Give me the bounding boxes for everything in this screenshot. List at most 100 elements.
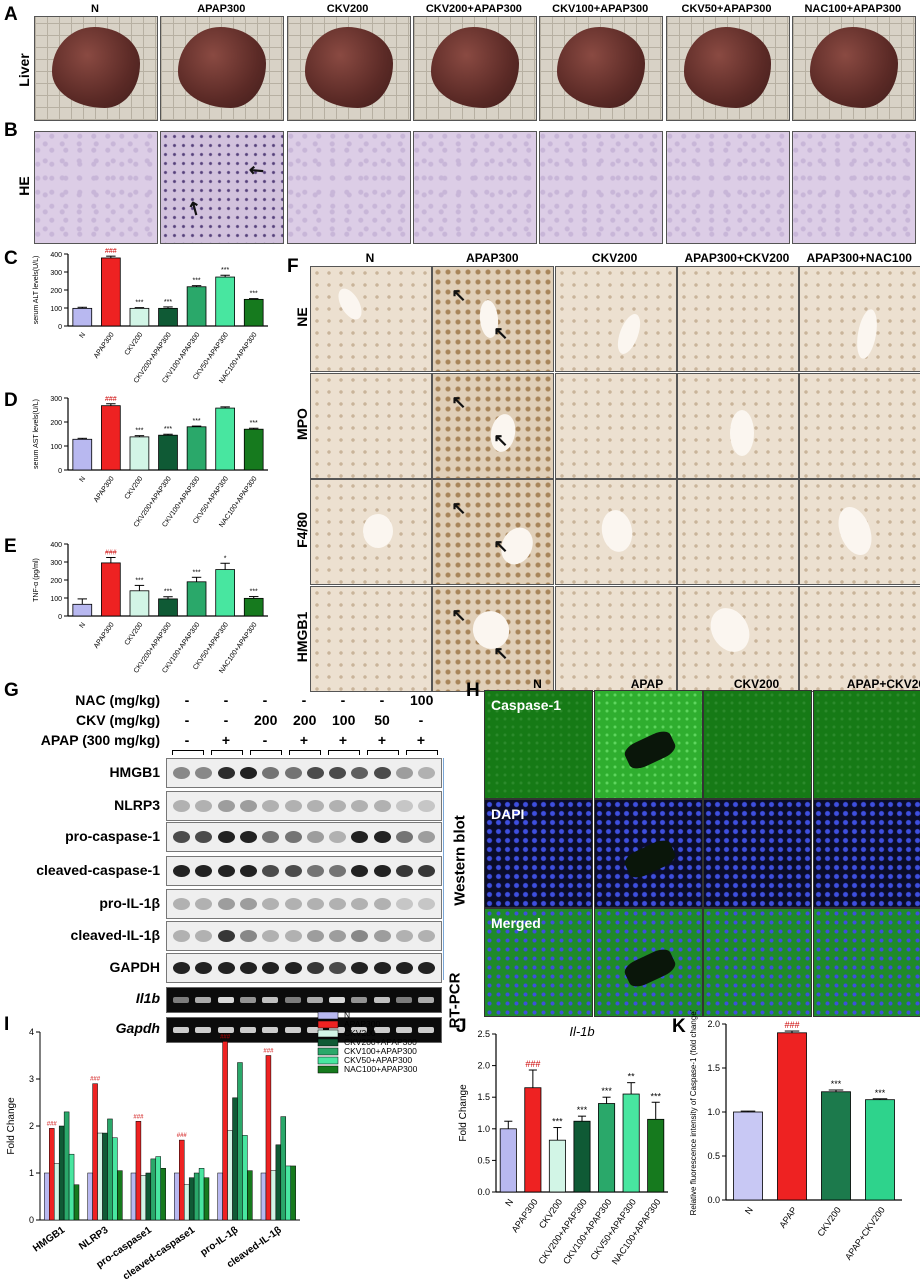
vessel-lumen bbox=[598, 507, 636, 555]
treatment-label: APAP (300 mg/kg) bbox=[40, 732, 160, 748]
protein-band bbox=[239, 898, 257, 910]
protein-band bbox=[173, 962, 190, 974]
bar-n bbox=[499, 1128, 517, 1193]
western-blot-label: Western blot bbox=[451, 815, 469, 906]
treatment-value: 50 bbox=[374, 712, 390, 728]
significance-marker: ### bbox=[133, 1114, 144, 1120]
legend-label: CKV50+APAP300 bbox=[344, 1055, 412, 1065]
x-tick-label: CKV200 bbox=[815, 1205, 842, 1238]
bar-ckv100-apap300 bbox=[598, 1103, 616, 1193]
lane-bracket bbox=[172, 750, 204, 755]
y-tick-label: 1 bbox=[29, 1168, 34, 1178]
ihc-micrograph bbox=[554, 585, 677, 692]
protein-band bbox=[396, 930, 413, 942]
column-header: CKV50+APAP300 bbox=[681, 3, 772, 15]
liver-specimen bbox=[52, 27, 140, 108]
liver-photo bbox=[791, 16, 916, 121]
y-tick-label: 200 bbox=[50, 420, 62, 427]
x-tick-label: cleaved-caspase1 bbox=[121, 1224, 197, 1279]
panel-label-e: E bbox=[4, 536, 17, 557]
y-tick-label: 100 bbox=[50, 306, 62, 313]
vessel-lumen bbox=[612, 311, 645, 357]
blot-label-hmgb1: HMGB1 bbox=[109, 764, 160, 780]
protein-band bbox=[284, 962, 302, 974]
chart-i-fold-change: Fold Change01234###HMGB1###NLRP3###pro-c… bbox=[6, 1010, 418, 1279]
bar-nac100-apap300 bbox=[290, 1165, 296, 1221]
panel-label-h: H bbox=[466, 680, 480, 701]
legend-label: N bbox=[344, 1010, 350, 1020]
protein-band bbox=[329, 767, 347, 779]
column-header: N bbox=[91, 3, 99, 15]
bar-ckv200 bbox=[97, 1132, 103, 1221]
column-header: APAP300+NAC100 bbox=[806, 251, 912, 265]
protein-band bbox=[195, 800, 213, 812]
bar-nac100-apap300 bbox=[247, 1170, 253, 1221]
protein-band bbox=[239, 930, 257, 942]
significance-marker: *** bbox=[164, 426, 172, 433]
significance-marker: *** bbox=[192, 418, 200, 425]
protein-band bbox=[262, 930, 280, 942]
necrotic-area bbox=[621, 727, 678, 773]
protein-band bbox=[306, 865, 324, 877]
dna-band bbox=[217, 997, 234, 1003]
protein-band bbox=[239, 767, 257, 779]
protein-band bbox=[217, 767, 235, 779]
vessel-lumen bbox=[729, 409, 754, 456]
dna-band bbox=[306, 1027, 323, 1033]
x-tick-label: NAC100+APAP300 bbox=[610, 1197, 663, 1266]
significance-marker: *** bbox=[135, 300, 143, 307]
protein-band bbox=[173, 831, 190, 843]
fluorescence-image bbox=[703, 908, 812, 1017]
ihc-micrograph bbox=[799, 479, 920, 585]
bar-ckv50-apap300 bbox=[155, 1156, 161, 1221]
dna-band bbox=[195, 1027, 212, 1033]
arrow-icon: ↖ bbox=[451, 498, 467, 518]
legend-swatch bbox=[317, 1029, 339, 1038]
protein-band bbox=[217, 930, 235, 942]
bar-ckv200-apap300 bbox=[158, 434, 178, 471]
legend-swatch bbox=[317, 1038, 339, 1047]
y-tick-label: 1.0 bbox=[477, 1124, 490, 1134]
column-header: CKV200 bbox=[591, 251, 638, 265]
dna-band bbox=[284, 997, 301, 1003]
protein-band bbox=[418, 767, 436, 779]
bar-apap300 bbox=[101, 257, 121, 327]
protein-band bbox=[373, 800, 391, 812]
bar-ckv100-apap300 bbox=[186, 426, 207, 471]
significance-marker: ### bbox=[263, 1049, 274, 1055]
blot-label-pro-il-1: pro-IL-1β bbox=[99, 895, 160, 911]
liver-specimen bbox=[178, 27, 267, 108]
liver-specimen bbox=[557, 27, 646, 108]
legend-swatch bbox=[317, 1020, 339, 1029]
significance-marker: *** bbox=[250, 291, 258, 298]
arrow-icon: ↖ bbox=[183, 195, 207, 221]
vessel-lumen bbox=[702, 600, 757, 659]
treatment-value: 100 bbox=[332, 712, 356, 728]
bar-apap bbox=[777, 1032, 807, 1201]
liver-specimen bbox=[304, 27, 393, 108]
protein-band bbox=[396, 831, 413, 843]
bar-ckv50-apap300 bbox=[285, 1165, 291, 1221]
protein-band bbox=[284, 800, 302, 812]
x-tick-label: N bbox=[743, 1205, 755, 1216]
protein-band bbox=[373, 767, 391, 779]
bar-n bbox=[733, 1111, 763, 1201]
dna-band bbox=[173, 1027, 189, 1033]
bar-ckv50-apap300 bbox=[215, 569, 235, 617]
protein-band bbox=[418, 962, 436, 974]
bar-ckv200-apap300 bbox=[573, 1120, 591, 1193]
bar-n bbox=[217, 1172, 223, 1221]
fluorescence-image bbox=[812, 799, 920, 908]
panel-label-i: I bbox=[4, 1014, 10, 1035]
arrow-icon: ↖ bbox=[493, 642, 509, 663]
bar-ckv200-apap300 bbox=[58, 1125, 65, 1221]
y-tick-label: 0 bbox=[58, 468, 62, 475]
protein-band bbox=[195, 767, 213, 779]
protein-band bbox=[173, 865, 190, 877]
bar-ckv100-apap300 bbox=[150, 1158, 157, 1221]
blot-nlrp3 bbox=[166, 791, 442, 821]
row-label-f4-80: F4/80 bbox=[294, 512, 310, 548]
y-tick-label: 0 bbox=[29, 1215, 34, 1225]
protein-band bbox=[373, 930, 391, 942]
bar-apap300 bbox=[179, 1139, 185, 1221]
